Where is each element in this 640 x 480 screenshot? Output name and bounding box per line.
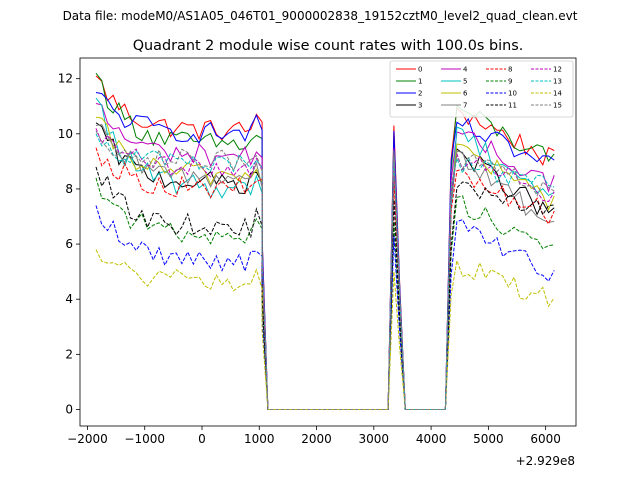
- chart-title: Quadrant 2 module wise count rates with …: [133, 38, 524, 54]
- y-tick-label: 12: [58, 72, 73, 86]
- plot-area: −2000 −1000 0 1000 2000 3000 4000 5000 6000 0 2 4 6…: [58, 57, 577, 468]
- x-tick-label: −1000: [124, 432, 165, 446]
- legend-label-9: 9: [508, 78, 512, 86]
- x-tick-label: −2000: [67, 432, 108, 446]
- legend-label-2: 2: [418, 90, 422, 98]
- axes-frame: [79, 57, 577, 427]
- series-line-14: [95, 249, 555, 410]
- legend-label-6: 6: [463, 90, 468, 98]
- legend-label-5: 5: [463, 78, 467, 86]
- legend-label-0: 0: [418, 66, 422, 74]
- series-line-11: [95, 166, 555, 410]
- legend-label-11: 11: [508, 102, 517, 110]
- legend-label-13: 13: [553, 78, 562, 86]
- y-tick-label: 10: [58, 127, 73, 141]
- x-tick-label: 6000: [530, 432, 561, 446]
- y-axis: 0 2 4 6 8 10 12: [58, 72, 80, 416]
- y-tick-label: 2: [65, 347, 73, 361]
- x-tick-label: 3000: [359, 432, 390, 446]
- suptitle: Data file: modeM0/AS1A05_046T01_90000028…: [63, 9, 578, 23]
- legend-label-4: 4: [463, 66, 468, 74]
- x-axis: −2000 −1000 0 1000 2000 3000 4000 5000 6000: [67, 426, 561, 446]
- x-tick-label: 2000: [301, 432, 332, 446]
- legend-label-8: 8: [508, 66, 512, 74]
- y-tick-label: 6: [65, 237, 73, 251]
- x-tick-label: 1000: [244, 432, 275, 446]
- y-tick-label: 4: [65, 292, 73, 306]
- legend-label-14: 14: [553, 90, 562, 98]
- x-tick-label: 4000: [416, 432, 447, 446]
- y-tick-label: 0: [65, 402, 73, 416]
- legend-label-15: 15: [553, 102, 562, 110]
- x-offset-label: +2.929e8: [516, 454, 575, 468]
- legend-label-10: 10: [508, 90, 517, 98]
- legend-label-3: 3: [418, 102, 422, 110]
- x-tick-label: 5000: [473, 432, 504, 446]
- x-tick-label: 0: [198, 432, 206, 446]
- legend-label-12: 12: [553, 66, 562, 74]
- y-tick-label: 8: [65, 182, 73, 196]
- legend-label-1: 1: [418, 78, 422, 86]
- series-layer: [95, 72, 555, 410]
- legend-label-7: 7: [463, 102, 467, 110]
- legend-frame: [389, 60, 574, 118]
